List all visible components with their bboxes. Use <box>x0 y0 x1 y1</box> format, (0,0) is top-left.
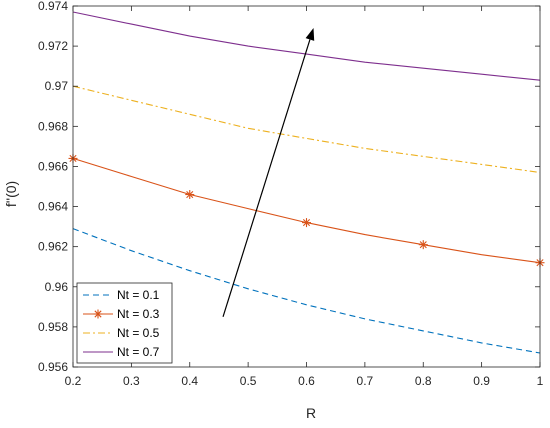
y-tick-label-4: 0.962 <box>38 240 68 254</box>
series-line-3 <box>72 85 541 174</box>
legend-marker-2 <box>93 309 103 319</box>
legend-label-1: Nt = 0.1 <box>117 288 160 302</box>
series-2-marker-4 <box>418 240 428 250</box>
x-axis-title: R <box>306 405 316 421</box>
y-tick-label-8: 0.97 <box>45 79 69 93</box>
x-tick-label-2: 0.3 <box>123 374 140 388</box>
legend: Nt = 0.1 Nt = 0.3 Nt = 0.5 Nt = 0.7 <box>76 282 173 364</box>
x-tick-label-1: 0.2 <box>65 374 82 388</box>
arrow-head-1 <box>305 28 315 41</box>
y-axis-title: f''(0) <box>3 181 19 207</box>
x-tick-label-3: 0.4 <box>181 374 198 388</box>
x-tick-label-8: 0.9 <box>473 374 490 388</box>
arrow-shaft-1 <box>222 39 311 318</box>
series-2-marker-2 <box>185 190 195 200</box>
y-ticks: 0.956 0.958 0.96 0.962 0.964 0.966 0.968 0.97 0.… <box>38 0 540 374</box>
y-tick-label-9: 0.972 <box>38 39 68 53</box>
x-tick-label-7: 0.8 <box>415 374 432 388</box>
y-tick-label-5: 0.964 <box>38 200 68 214</box>
x-ticks: 0.2 0.3 0.4 0.5 0.6 0.7 0.8 0.9 1 <box>65 6 544 388</box>
series-line-4 <box>72 11 541 81</box>
y-tick-label-1: 0.956 <box>38 360 68 374</box>
legend-label-2: Nt = 0.3 <box>117 307 160 321</box>
legend-label-3: Nt = 0.5 <box>117 326 160 340</box>
legend-label-4: Nt = 0.7 <box>117 345 160 359</box>
x-tick-label-9: 1 <box>537 374 544 388</box>
annotation-layer <box>222 28 315 318</box>
y-tick-label-2: 0.958 <box>38 320 68 334</box>
x-tick-label-5: 0.6 <box>298 374 315 388</box>
series-line-1 <box>72 228 541 354</box>
y-tick-label-6: 0.966 <box>38 159 68 173</box>
x-tick-label-4: 0.5 <box>240 374 257 388</box>
y-tick-label-3: 0.96 <box>45 280 69 294</box>
y-tick-label-7: 0.968 <box>38 119 68 133</box>
legend-box <box>76 282 173 364</box>
y-tick-label-10: 0.974 <box>38 0 68 13</box>
x-tick-label-6: 0.7 <box>357 374 374 388</box>
series-2-marker-3 <box>302 218 311 228</box>
